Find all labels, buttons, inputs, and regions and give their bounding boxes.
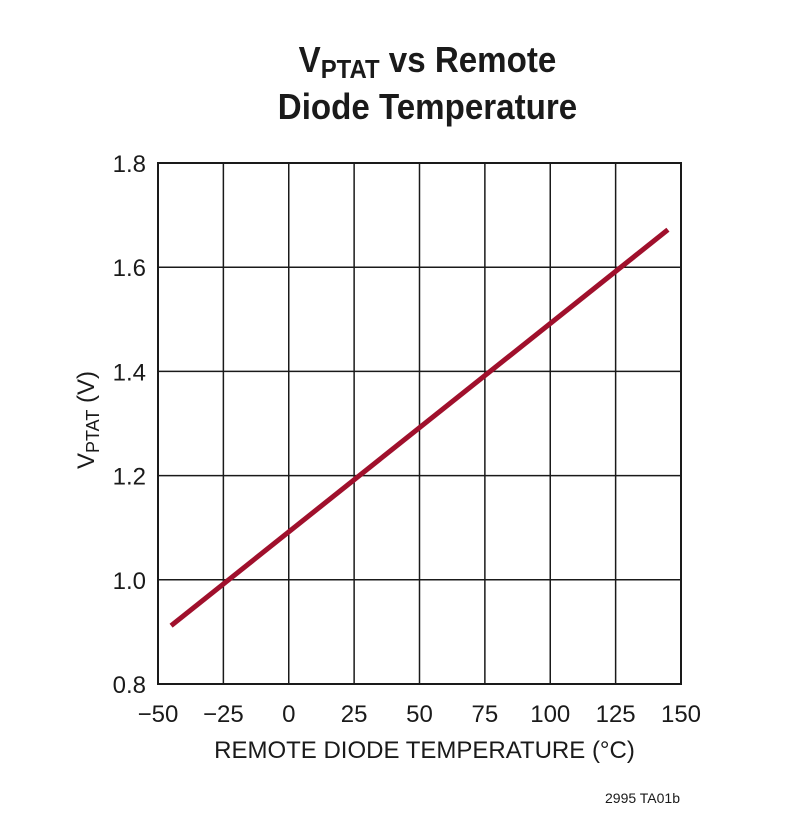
x-tick-label: −25 — [203, 701, 244, 728]
y-tick-label: 1.4 — [113, 359, 146, 386]
chart-title-line2: Diode Temperature — [277, 86, 578, 127]
x-tick-label: 50 — [406, 701, 433, 728]
x-tick-label: 75 — [472, 701, 499, 728]
series-group — [169, 227, 670, 628]
x-axis-label: REMOTE DIODE TEMPERATURE (°C) — [214, 737, 635, 764]
y-tick-label: 1.0 — [113, 568, 146, 595]
x-tick-label: 125 — [596, 701, 636, 728]
y-tick-label: 0.8 — [113, 672, 146, 699]
y-tick-label: 1.2 — [113, 464, 146, 491]
x-tick-label: 150 — [661, 701, 701, 728]
series-line — [169, 227, 670, 628]
plot-frame — [157, 162, 682, 685]
x-tick-label: −50 — [138, 701, 179, 728]
x-tick-label: 100 — [530, 701, 570, 728]
figure-code: 2995 TA01b — [605, 790, 680, 806]
y-tick-labels: 0.8 1.0 1.2 1.4 1.6 1.8 — [113, 151, 146, 699]
x-tick-labels: −50 −25 0 25 50 75 100 125 150 — [138, 701, 701, 728]
grid — [158, 163, 681, 684]
x-tick-label: 0 — [282, 701, 295, 728]
y-tick-label: 1.6 — [113, 255, 146, 282]
chart-title-line1: VPTAT vs Remote — [298, 39, 557, 84]
x-tick-label: 25 — [341, 701, 368, 728]
y-tick-label: 1.8 — [113, 151, 146, 178]
